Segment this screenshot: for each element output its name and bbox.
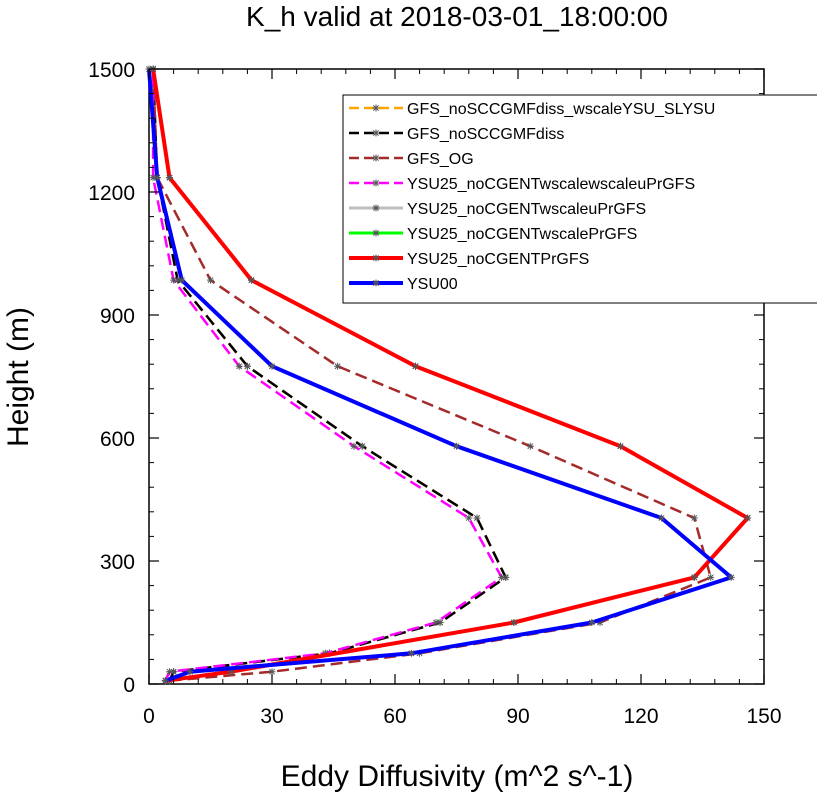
plot-border [148,68,765,685]
legend-entry: YSU25_noCGENTwscalewscaleuPrGFS [407,176,695,193]
series-6 [149,65,752,685]
x-tick-label: 150 [746,705,781,728]
data-point-marker [321,649,329,657]
legend-marker [372,204,380,212]
data-point-marker [412,362,419,370]
legend-marker [372,104,380,112]
x-tick-label: 60 [383,705,406,728]
data-point-marker [744,514,752,522]
plot-frame [148,68,765,685]
data-point-marker [453,442,460,450]
y-tick-label: 1500 [88,59,135,82]
data-point-marker [588,619,596,626]
data-point-marker [161,677,169,685]
legend-entry: GFS_noSCCGMFdiss [407,126,564,143]
legend-marker [372,229,380,237]
data-point-marker [235,362,243,370]
data-point-marker [526,442,534,450]
legend-marker [372,154,380,162]
series-layer [145,65,752,685]
data-point-marker [334,362,342,370]
data-point-marker [690,514,698,522]
legend-entry: YSU25_noCGENTwscaleuPrGFS [407,201,646,218]
data-point-marker [170,668,178,676]
legend-entry: GFS_OG [407,151,474,168]
data-point-marker [268,362,276,370]
data-point-marker [186,668,194,676]
data-point-marker [617,442,624,450]
x-tick-label: 90 [506,705,529,728]
data-point-marker [268,668,276,676]
data-point-marker [707,573,715,581]
legend-marker [372,129,380,137]
data-point-marker [407,649,415,657]
data-point-marker [510,619,518,626]
y-tick-label: 900 [100,305,135,328]
data-point-marker [436,619,444,626]
legend-entry: GFS_noSCCGMFdiss_wscaleYSU_SLYSU [407,101,715,118]
data-point-marker [174,276,182,284]
data-point-marker [166,668,173,676]
data-point-marker [166,174,173,182]
data-point-marker [243,362,251,370]
y-tick-label: 300 [100,551,135,574]
legend-marker [372,279,380,287]
x-tick-label: 30 [260,705,283,728]
legend-entry: YSU25_noCGENTPrGFS [407,251,589,268]
data-point-marker [350,442,358,450]
series-line [151,68,750,683]
data-point-marker [596,619,604,626]
data-point-marker [502,573,510,581]
data-point-marker [358,442,366,450]
chart-title: K_h valid at 2018-03-01_18:00:00 [246,1,668,32]
legend-box [342,94,817,304]
legend-entry: YSU25_noCGENTwscalePrGFS [407,226,637,243]
data-point-marker [465,514,473,522]
series-line [151,69,503,682]
x-axis-label: Eddy Diffusivity (m^2 s^-1) [281,760,634,793]
data-point-marker [248,276,255,284]
legend-marker [372,179,380,187]
series-7 [145,65,735,685]
data-point-marker [207,276,214,284]
x-tick-label: 0 [143,705,155,728]
y-tick-label: 600 [100,428,135,451]
data-point-marker [178,276,186,284]
legend-entry: YSU00 [407,276,458,293]
legend: GFS_noSCCGMFdiss_wscaleYSU_SLYSU GFS_noSC… [342,94,817,304]
data-point-marker [149,174,157,182]
data-point-marker [690,573,698,581]
x-tick-label: 120 [623,705,658,728]
data-point-marker [432,619,440,626]
data-point-marker [227,668,235,676]
data-point-marker [727,573,735,581]
data-point-marker [153,174,161,182]
data-point-marker [170,276,178,284]
y-axis-label: Height (m) [2,307,35,447]
y-tick-label: 1200 [88,182,135,205]
data-point-marker [473,514,481,522]
data-point-marker [658,514,665,522]
data-point-marker [498,573,506,581]
y-tick-label: 0 [123,674,135,697]
legend-marker [372,254,380,262]
